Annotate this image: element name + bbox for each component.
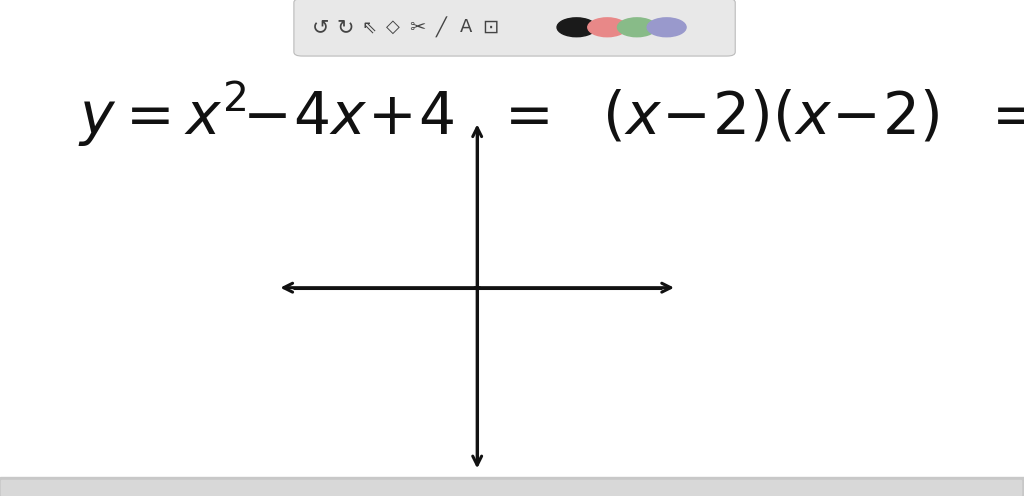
FancyBboxPatch shape (294, 0, 735, 56)
Text: ◇: ◇ (386, 18, 400, 36)
Bar (1, 480, 1021, 495)
Circle shape (588, 18, 627, 37)
Circle shape (617, 18, 656, 37)
Text: A: A (460, 18, 472, 36)
Bar (0, 477, 1024, 496)
Text: ╱: ╱ (436, 17, 446, 38)
Text: $y = x^2\!\!-\!4x\!+\!4\ \ =\ \ (x\!-\!2)(x\!-\!2)\ \ =\ \ (x\!-\!2)^2$: $y = x^2\!\!-\!4x\!+\!4\ \ =\ \ (x\!-\!2… (78, 79, 1024, 149)
Text: ⇖: ⇖ (361, 18, 376, 36)
Text: ⊡: ⊡ (482, 18, 499, 37)
Text: ↺: ↺ (311, 17, 330, 37)
Circle shape (647, 18, 686, 37)
Text: ↻: ↻ (336, 17, 354, 37)
Circle shape (557, 18, 596, 37)
Text: ✂: ✂ (410, 18, 426, 37)
